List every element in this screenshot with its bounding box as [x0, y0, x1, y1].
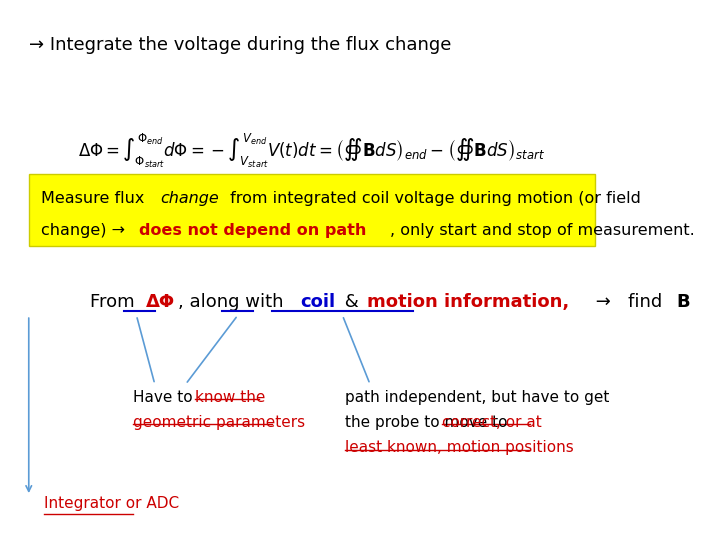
Text: , along with: , along with — [178, 293, 289, 311]
Text: B: B — [676, 293, 690, 311]
Text: → Integrate the voltage during the flux change: → Integrate the voltage during the flux … — [29, 36, 451, 54]
Text: geometric parameters: geometric parameters — [133, 415, 305, 430]
FancyBboxPatch shape — [29, 174, 595, 246]
Text: ΔΦ: ΔΦ — [145, 293, 175, 311]
Text: know the: know the — [195, 390, 265, 404]
Text: from integrated coil voltage during motion (or field: from integrated coil voltage during moti… — [225, 191, 642, 206]
Text: From: From — [90, 293, 140, 311]
Text: motion information,: motion information, — [367, 293, 570, 311]
Text: Have to: Have to — [133, 390, 198, 404]
Text: least known, motion positions: least known, motion positions — [346, 440, 575, 455]
Text: , only start and stop of measurement.: , only start and stop of measurement. — [390, 222, 695, 238]
Text: Integrator or ADC: Integrator or ADC — [44, 496, 179, 511]
Text: change: change — [161, 191, 220, 206]
Text: the probe to move to: the probe to move to — [346, 415, 513, 430]
Text: Measure flux: Measure flux — [41, 191, 150, 206]
Text: change) →: change) → — [41, 222, 130, 238]
Text: &: & — [339, 293, 365, 311]
Text: →   find: → find — [590, 293, 668, 311]
Text: coil: coil — [300, 293, 336, 311]
Text: does not depend on path: does not depend on path — [139, 222, 366, 238]
Text: $\Delta\Phi = \int_{\Phi_{start}}^{\Phi_{end}} d\Phi = -\int_{V_{start}}^{V_{end: $\Delta\Phi = \int_{\Phi_{start}}^{\Phi_… — [78, 132, 545, 170]
Text: path independent, but have to get: path independent, but have to get — [346, 390, 610, 404]
Text: correct, or at: correct, or at — [442, 415, 541, 430]
